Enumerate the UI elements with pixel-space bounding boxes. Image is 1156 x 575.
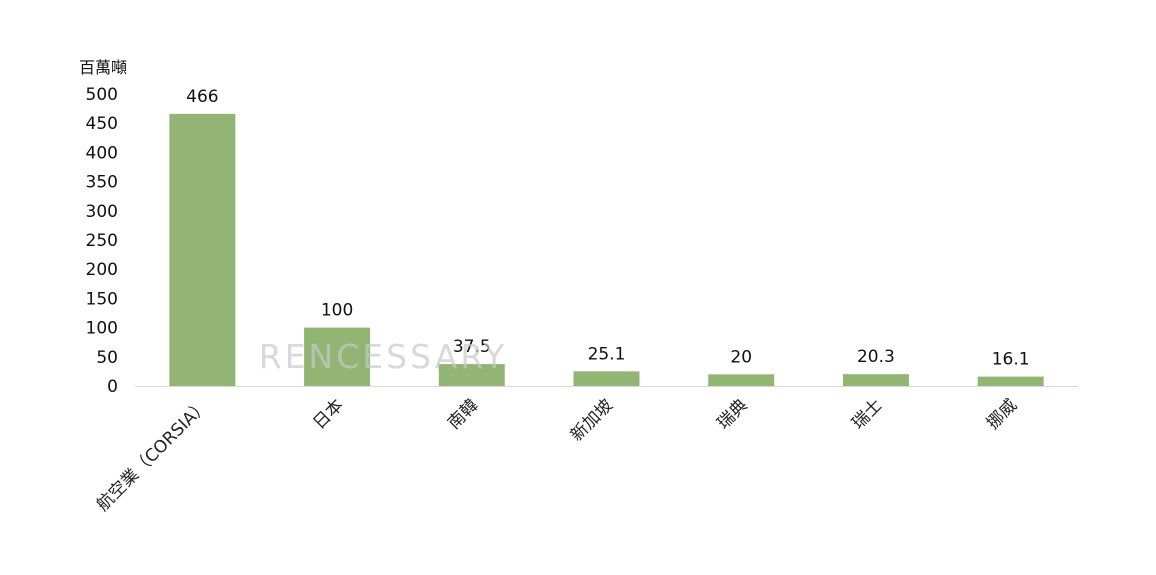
y-tick-label: 300 <box>86 202 118 222</box>
data-labels: 466 100 37.5 25.1 20 20.3 16.1 <box>186 87 1029 370</box>
category-label: 日本 <box>309 395 347 433</box>
y-axis-unit-label: 百萬噸 <box>79 58 127 77</box>
data-label: 37.5 <box>453 337 491 357</box>
category-label: 南韓 <box>444 395 482 433</box>
bar <box>573 371 640 386</box>
y-tick-label: 350 <box>86 173 118 193</box>
category-label: 航空業（CORSIA） <box>93 395 213 515</box>
data-label: 20 <box>730 347 752 367</box>
category-label: 瑞典 <box>714 395 752 433</box>
watermark: RENCESSARY <box>259 337 507 376</box>
y-tick-label: 200 <box>86 260 118 280</box>
bars <box>169 113 1044 386</box>
y-tick-label: 450 <box>86 114 118 134</box>
data-label: 100 <box>321 301 353 321</box>
bar <box>708 374 775 386</box>
data-label: 20.3 <box>857 347 895 367</box>
bar <box>977 376 1044 386</box>
y-tick-label: 500 <box>86 85 118 105</box>
y-tick-label: 250 <box>86 231 118 251</box>
y-axis-ticks: 0 50 100 150 200 250 300 350 400 450 500 <box>86 85 118 397</box>
data-label: 466 <box>186 87 218 107</box>
category-label: 新加坡 <box>567 395 617 445</box>
y-tick-label: 100 <box>86 319 118 339</box>
data-label: 25.1 <box>588 344 626 364</box>
bar <box>842 374 909 386</box>
bar <box>169 113 236 386</box>
y-tick-label: 0 <box>107 377 118 397</box>
bar <box>304 327 371 386</box>
data-label: 16.1 <box>992 350 1030 370</box>
y-tick-label: 150 <box>86 289 118 309</box>
y-tick-label: 400 <box>86 143 118 163</box>
category-label: 瑞士 <box>848 395 886 433</box>
category-label: 挪威 <box>983 395 1021 433</box>
bar <box>438 364 505 386</box>
x-axis-categories: 航空業（CORSIA） 日本 南韓 新加坡 瑞典 瑞士 挪威 <box>93 395 1021 515</box>
y-tick-label: 50 <box>96 348 118 368</box>
